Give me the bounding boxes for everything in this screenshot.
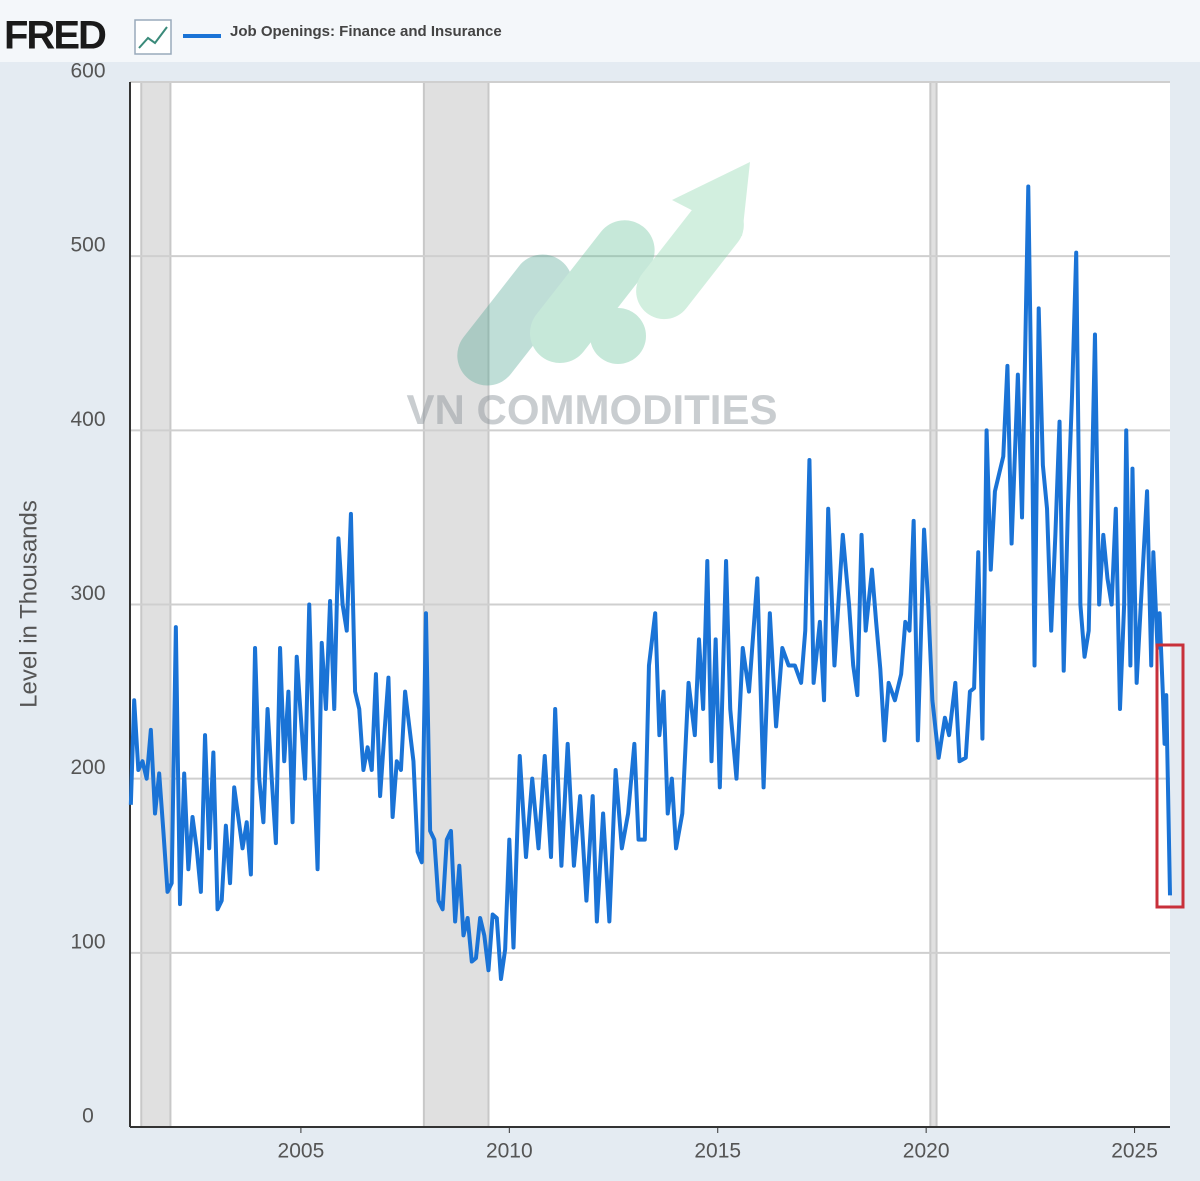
x-tick-label: 2015 xyxy=(694,1140,741,1163)
logo-icon xyxy=(134,19,172,55)
y-tick-label: 500 xyxy=(70,234,105,257)
y-tick-label: 400 xyxy=(70,408,105,431)
y-tick-label: 200 xyxy=(70,756,105,779)
x-tick-label: 2005 xyxy=(278,1140,325,1163)
series-line xyxy=(128,184,1172,981)
y-tick-label: 100 xyxy=(70,930,105,953)
y-tick-label: 0 xyxy=(82,1105,94,1128)
watermark-text: VN COMMODITIES xyxy=(406,386,777,433)
watermark-logo xyxy=(457,162,750,386)
y-axis-label: Level in Thousands xyxy=(15,500,42,708)
header-bg xyxy=(0,0,1200,62)
legend-label: Job Openings: Finance and Insurance xyxy=(230,23,502,40)
y-tick-label: 300 xyxy=(70,582,105,605)
x-tick-label: 2010 xyxy=(486,1140,533,1163)
y-tick-label: 600 xyxy=(70,60,105,83)
fred-logo: FRED xyxy=(4,14,106,58)
x-tick-label: 2020 xyxy=(903,1140,950,1163)
x-tick-label: 2025 xyxy=(1111,1140,1158,1163)
highlight-box xyxy=(1155,643,1185,909)
